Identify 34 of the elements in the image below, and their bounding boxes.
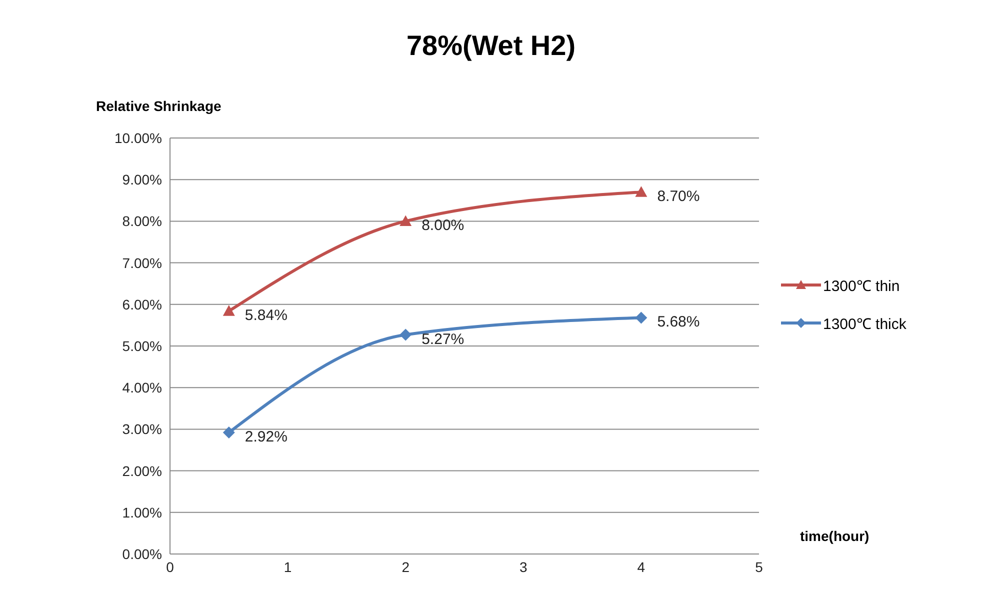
legend-label: 1300℃ thick: [823, 315, 906, 333]
x-tick-label: 5: [755, 558, 764, 575]
y-tick-label: 7.00%: [122, 254, 162, 271]
point: [635, 312, 648, 324]
data-label: 5.84%: [244, 307, 288, 324]
y-tick-label: 3.00%: [122, 421, 162, 438]
point: [400, 215, 412, 226]
y-tick-label: 9.00%: [122, 172, 162, 188]
y-axis-title: Relative Shrinkage: [96, 98, 222, 114]
y-tick-label: 6.00%: [122, 296, 162, 312]
x-tick-label: 3: [520, 558, 528, 575]
x-tick-label: 4: [637, 558, 646, 575]
y-tick-label: 1.00%: [122, 504, 162, 520]
y-tick-label: 2.00%: [122, 462, 162, 479]
y-tick-label: 4.00%: [122, 380, 162, 396]
data-label: 8.70%: [657, 188, 700, 206]
legend-label: 1300℃ thin: [823, 277, 900, 295]
y-tick-label: 8.00%: [122, 213, 162, 230]
x-tick-label: 0: [166, 558, 174, 575]
y-tick-label: 0.00%: [122, 546, 162, 562]
data-label: 8.00%: [422, 217, 464, 234]
data-label: 5.68%: [657, 314, 700, 331]
y-tick-label: 5.00%: [122, 338, 162, 354]
data-label: 2.92%: [244, 428, 288, 446]
x-tick-label: 2: [402, 558, 410, 575]
y-tick-label: 10.00%: [114, 130, 162, 146]
x-tick-label: 1: [284, 558, 292, 575]
point: [222, 305, 235, 316]
point: [222, 426, 235, 439]
x-axis-title: time(hour): [800, 528, 870, 544]
point: [400, 328, 412, 341]
data-label: 5.27%: [422, 330, 464, 348]
chart-title: 78%(Wet H2): [405, 30, 577, 62]
point: [635, 186, 648, 197]
